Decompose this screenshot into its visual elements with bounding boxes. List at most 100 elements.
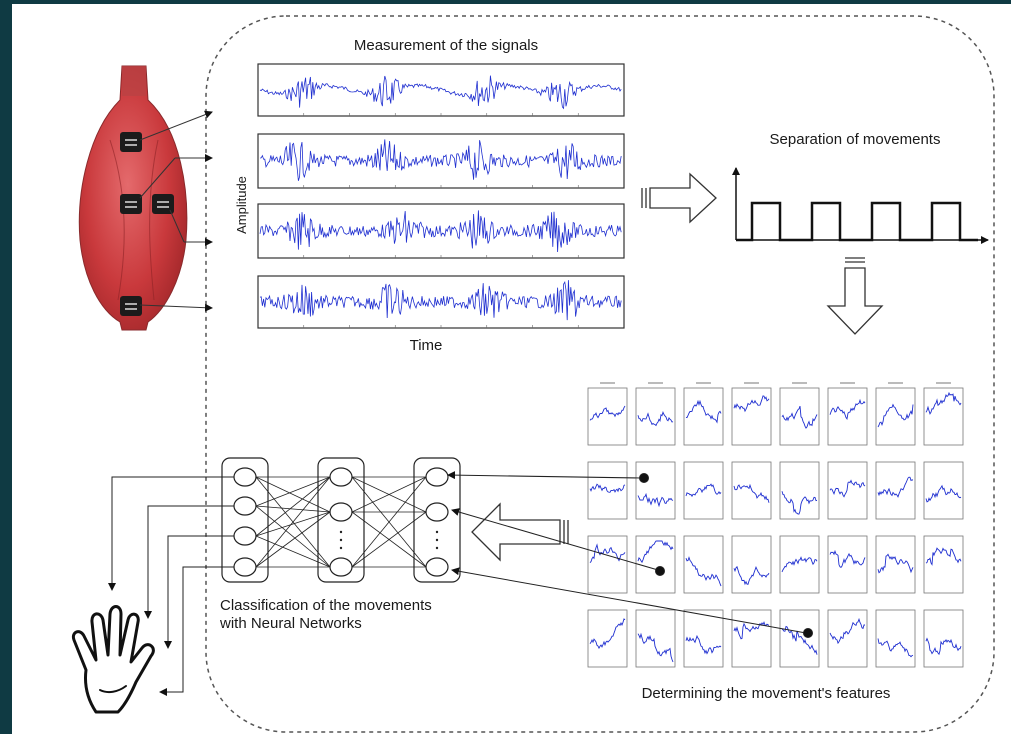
nn-node (233, 496, 257, 516)
electrode-icon (120, 194, 142, 214)
pulse-chart (732, 167, 989, 244)
feature-plot (731, 535, 772, 594)
nn-node (329, 502, 353, 522)
feature-trace (685, 399, 722, 424)
connector-3 (451, 567, 807, 634)
feature-trace (685, 634, 722, 655)
feature-trace (781, 625, 818, 655)
feature-plot (923, 461, 964, 520)
feature-trace (925, 547, 962, 566)
signal-panel-1 (257, 63, 625, 117)
time-axis-label: Time (410, 337, 443, 354)
feature-trace (733, 395, 770, 413)
lead-3a (169, 209, 185, 243)
feature-plot (827, 461, 868, 520)
emg-trace (259, 210, 622, 253)
feature-plot (875, 535, 916, 594)
emg-trace (259, 75, 622, 110)
nn-node (329, 467, 353, 487)
emg-trace (259, 139, 622, 181)
feature-trace (589, 543, 626, 564)
feature-trace (925, 637, 962, 656)
lead-1 (139, 110, 213, 141)
feature-plot (779, 382, 820, 446)
lead-2a (139, 157, 176, 199)
feature-plot (635, 535, 676, 594)
feature-trace (877, 553, 914, 574)
hollow-arrow-icon (641, 172, 717, 224)
feature-plot (683, 382, 724, 446)
feature-trace (733, 565, 770, 586)
feature-plot (635, 461, 676, 520)
nn-node (233, 557, 257, 577)
pulse-train (736, 201, 978, 242)
feature-trace (685, 483, 722, 498)
feature-trace (925, 391, 962, 415)
electrodes (120, 132, 174, 316)
connector-1 (447, 471, 641, 480)
feature-trace (637, 492, 674, 508)
feature-plot (875, 609, 916, 668)
hand-icon (71, 605, 155, 714)
nn-connections (255, 476, 427, 568)
route-3 (164, 535, 234, 649)
connector-dot-1 (639, 473, 649, 483)
feature-trace (781, 405, 818, 429)
feature-trace (877, 403, 914, 428)
feature-plot (875, 382, 916, 446)
signal-panel-2 (257, 133, 625, 189)
feature-trace (829, 398, 866, 421)
hollow-arrow-icon (471, 502, 569, 562)
electrode-icon (152, 194, 174, 214)
route-1 (108, 476, 234, 591)
feature-plot (683, 461, 724, 520)
nn-node (425, 502, 449, 522)
nn-node (425, 557, 449, 577)
emg-trace (259, 280, 622, 321)
nn-node (233, 526, 257, 546)
feature-plot (587, 535, 628, 594)
feature-trace (637, 411, 674, 427)
measurement-title: Measurement of the signals (354, 37, 538, 54)
feature-trace (589, 405, 626, 421)
separation-title: Separation of movements (770, 131, 941, 148)
classification-title-line1: Classification of the movements (220, 597, 432, 614)
feature-plot (827, 382, 868, 446)
feature-plot (635, 609, 676, 668)
feature-trace (733, 621, 770, 640)
feature-trace (829, 479, 866, 498)
feature-plot (683, 535, 724, 594)
feature-trace (829, 617, 865, 645)
features-title: Determining the movement's features (642, 685, 891, 702)
lead-4 (139, 303, 213, 312)
feature-plot (587, 609, 628, 668)
feature-plot (923, 609, 964, 668)
feature-plot (923, 382, 964, 446)
feature-plot (779, 461, 820, 520)
feature-plot (875, 461, 916, 520)
electrode-leads (139, 110, 213, 312)
signal-panel-4 (257, 275, 625, 329)
feature-trace (637, 540, 674, 564)
feature-plot (827, 535, 868, 594)
nn-node (233, 467, 257, 487)
feature-trace (589, 483, 626, 493)
hollow-arrow-icon (826, 257, 884, 335)
feature-trace (877, 476, 914, 498)
output-routing (108, 476, 234, 696)
feature-connectors (447, 471, 813, 638)
route-4 (159, 566, 234, 696)
feature-grid (587, 382, 964, 668)
nn-node (329, 557, 353, 577)
classification-title-line2: with Neural Networks (219, 615, 362, 632)
feature-plot (779, 609, 820, 668)
feature-plot (779, 535, 820, 594)
electrode-icon (120, 296, 142, 316)
feature-trace (589, 618, 626, 650)
feature-trace (733, 483, 770, 503)
feature-trace (925, 484, 962, 503)
signal-panels (257, 63, 625, 329)
feature-plot (731, 461, 772, 520)
amplitude-axis-label: Amplitude (234, 176, 249, 234)
connector-dot-3 (803, 628, 813, 638)
